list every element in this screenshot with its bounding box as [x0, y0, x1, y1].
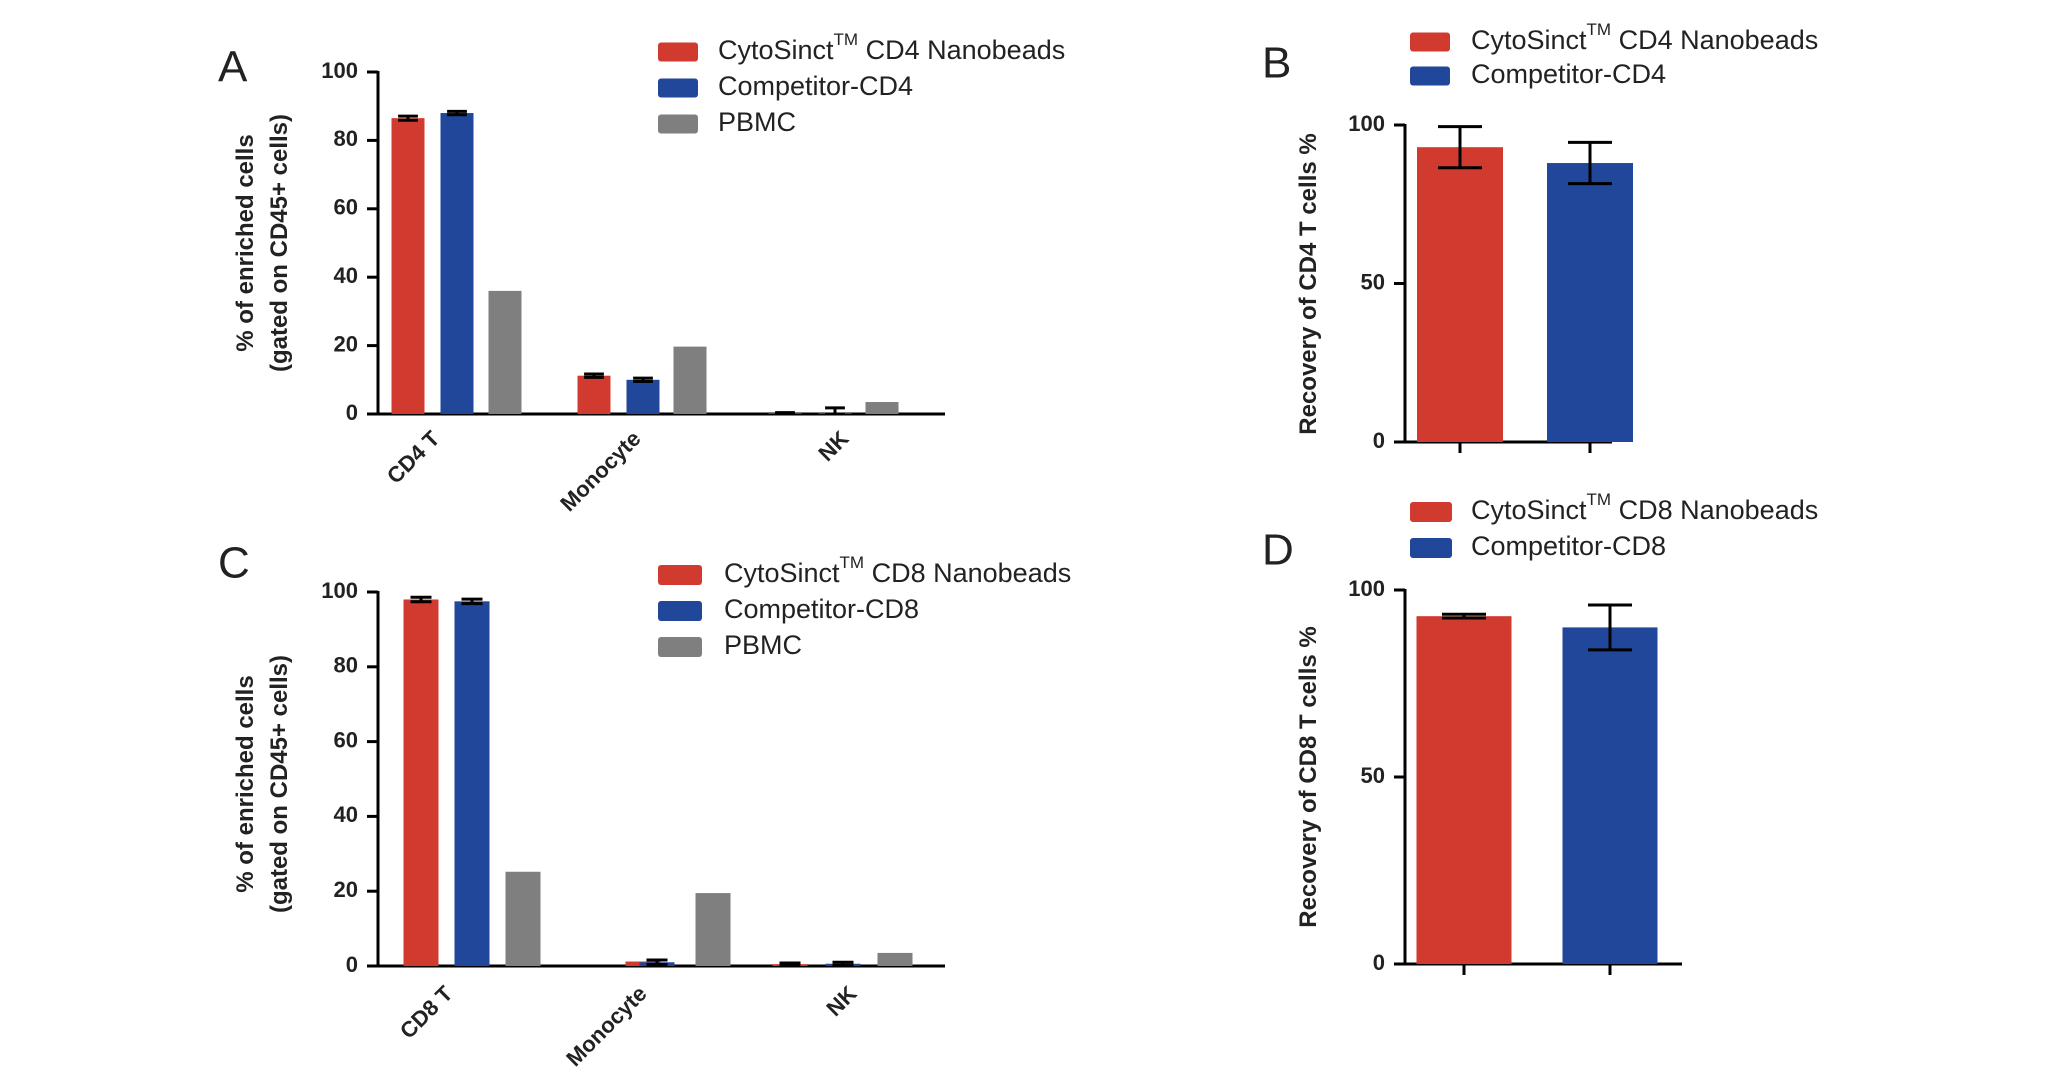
y-tick-label: 100 — [1348, 576, 1385, 601]
legend-swatch-red — [658, 42, 698, 62]
y-tick-label: 80 — [334, 653, 358, 678]
y-tick-label: 40 — [334, 802, 358, 827]
panel-letter: D — [1262, 526, 1294, 575]
panel-letter: C — [218, 539, 250, 588]
legend-swatch-gray — [658, 114, 698, 134]
bar-gray-1 — [673, 346, 707, 414]
legend-swatch-blue — [1410, 538, 1452, 558]
bar-gray-2 — [877, 952, 913, 966]
category-label: CD4 T — [382, 425, 445, 488]
legend-label: CytoSinctTM CD8 Nanobeads — [724, 553, 1071, 588]
y-axis-label: Recovery of CD4 T cells % — [1295, 133, 1322, 434]
y-tick-label: 20 — [334, 877, 358, 902]
bar-blue-1 — [626, 379, 660, 414]
y-tick-label: 50 — [1361, 269, 1385, 294]
y-tick-label: 100 — [321, 58, 358, 83]
y-tick-label: 50 — [1361, 763, 1385, 788]
panel-letter: A — [218, 43, 248, 92]
legend-swatch-blue — [658, 78, 698, 98]
bar-red-0 — [1417, 147, 1503, 442]
bar-blue-1 — [1547, 163, 1633, 443]
y-tick-label: 40 — [334, 263, 358, 288]
y-tick-label: 60 — [334, 195, 358, 220]
legend-label: Competitor-CD4 — [1471, 59, 1666, 89]
legend-label: CytoSinctTM CD4 Nanobeads — [718, 30, 1065, 65]
bar-red-0 — [403, 599, 439, 966]
y-tick-label: 0 — [1373, 428, 1385, 453]
bar-blue-0 — [440, 113, 474, 414]
legend-swatch-blue — [658, 601, 702, 621]
y-axis-label: % of enriched cells — [232, 134, 259, 351]
legend-label: Competitor-CD4 — [718, 71, 913, 101]
legend-label: Competitor-CD8 — [724, 594, 919, 624]
panel-c: C 0 20 40 60 80 100 CD8 T Monocyte NK % of enriche… — [218, 539, 1071, 1072]
y-tick-label: 60 — [334, 727, 358, 752]
bar-blue-1 — [1562, 627, 1658, 964]
panel-a: A 0 20 40 60 80 100 CD4 T Monocyte NK % of enriche… — [218, 30, 1065, 516]
bar-red-0 — [1416, 616, 1512, 964]
bar-gray-1 — [695, 893, 731, 966]
y-tick-label: 0 — [346, 952, 358, 977]
y-tick-label: 20 — [334, 331, 358, 356]
legend-swatch-red — [1410, 32, 1450, 52]
y-axis-label: (gated on CD45+ cells) — [266, 655, 293, 913]
bar-gray-0 — [488, 290, 522, 414]
legend-swatch-red — [1410, 502, 1452, 522]
bar-blue-0 — [454, 601, 490, 966]
y-tick-label: 80 — [334, 126, 358, 151]
bar-gray-0 — [505, 871, 541, 966]
y-axis-label: Recovery of CD8 T cells % — [1295, 626, 1322, 927]
panel-b: B 0 50 100 Recovery of CD4 T cells % CytoSinc… — [1262, 20, 1818, 453]
legend-label: PBMC — [724, 630, 802, 660]
legend-swatch-red — [658, 565, 702, 585]
panel-letter: B — [1262, 39, 1291, 88]
category-label: NK — [813, 426, 853, 466]
legend-label: CytoSinctTM CD8 Nanobeads — [1471, 490, 1818, 525]
legend-swatch-blue — [1410, 66, 1450, 86]
category-label: Monocyte — [561, 981, 651, 1071]
bar-red-1 — [577, 375, 611, 414]
bar-gray-2 — [865, 402, 899, 414]
legend-label: Competitor-CD8 — [1471, 531, 1666, 561]
legend-swatch-gray — [658, 637, 702, 657]
y-tick-label: 100 — [1348, 111, 1385, 136]
y-tick-label: 100 — [321, 578, 358, 603]
category-label: Monocyte — [555, 426, 645, 516]
legend-label: PBMC — [718, 107, 796, 137]
legend-label: CytoSinctTM CD4 Nanobeads — [1471, 20, 1818, 55]
category-label: CD8 T — [395, 980, 458, 1043]
y-tick-label: 0 — [1373, 950, 1385, 975]
category-label: NK — [821, 981, 861, 1021]
y-tick-label: 0 — [346, 400, 358, 425]
panel-d: D 0 50 100 Recovery of CD8 T cells % CytoSinc… — [1262, 490, 1818, 975]
y-axis-label: % of enriched cells — [232, 675, 259, 892]
bar-red-0 — [391, 118, 425, 415]
y-axis-label: (gated on CD45+ cells) — [266, 114, 293, 372]
